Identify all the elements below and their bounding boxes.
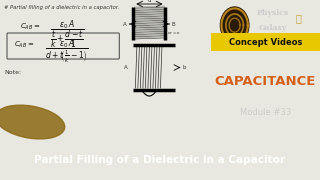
Text: $\dfrac{\epsilon_0\,A}{\dfrac{t}{k}+\dfrac{d-t}{1}}$: $\dfrac{\epsilon_0\,A}{\dfrac{t}{k}+\dfr… [50, 19, 85, 50]
Text: Galaxy: Galaxy [259, 24, 287, 32]
Text: # Partial filling of a dielectric in a capacitor.: # Partial filling of a dielectric in a c… [4, 5, 119, 10]
Text: A: A [123, 21, 126, 26]
Circle shape [220, 7, 249, 43]
Text: $C_{AB}=$: $C_{AB}=$ [20, 22, 40, 32]
Text: Module #33: Module #33 [240, 107, 291, 116]
FancyBboxPatch shape [7, 33, 119, 59]
Text: 🦅: 🦅 [295, 13, 301, 23]
Text: Concept Videos: Concept Videos [228, 37, 302, 46]
Bar [211, 33, 320, 51]
Text: Partial Filling of a Dielectric in a Capacitor: Partial Filling of a Dielectric in a Cap… [35, 155, 285, 165]
Text: A: A [124, 65, 127, 70]
Text: $\dfrac{\epsilon_0\,A}{d+t\!\left(\frac{1}{k}-1\right)}$: $\dfrac{\epsilon_0\,A}{d+t\!\left(\frac{… [45, 38, 89, 65]
Text: B: B [172, 21, 175, 26]
Text: Physics: Physics [257, 9, 289, 17]
Text: b: b [182, 65, 186, 70]
Text: CAPACITANCE: CAPACITANCE [215, 75, 316, 88]
Text: d: d [148, 0, 151, 3]
Ellipse shape [0, 105, 65, 139]
Text: Note:: Note: [4, 70, 21, 75]
Text: $\kappa r{=}\kappa$: $\kappa r{=}\kappa$ [167, 30, 182, 36]
Text: $C_{AB}=$: $C_{AB}=$ [14, 40, 34, 50]
